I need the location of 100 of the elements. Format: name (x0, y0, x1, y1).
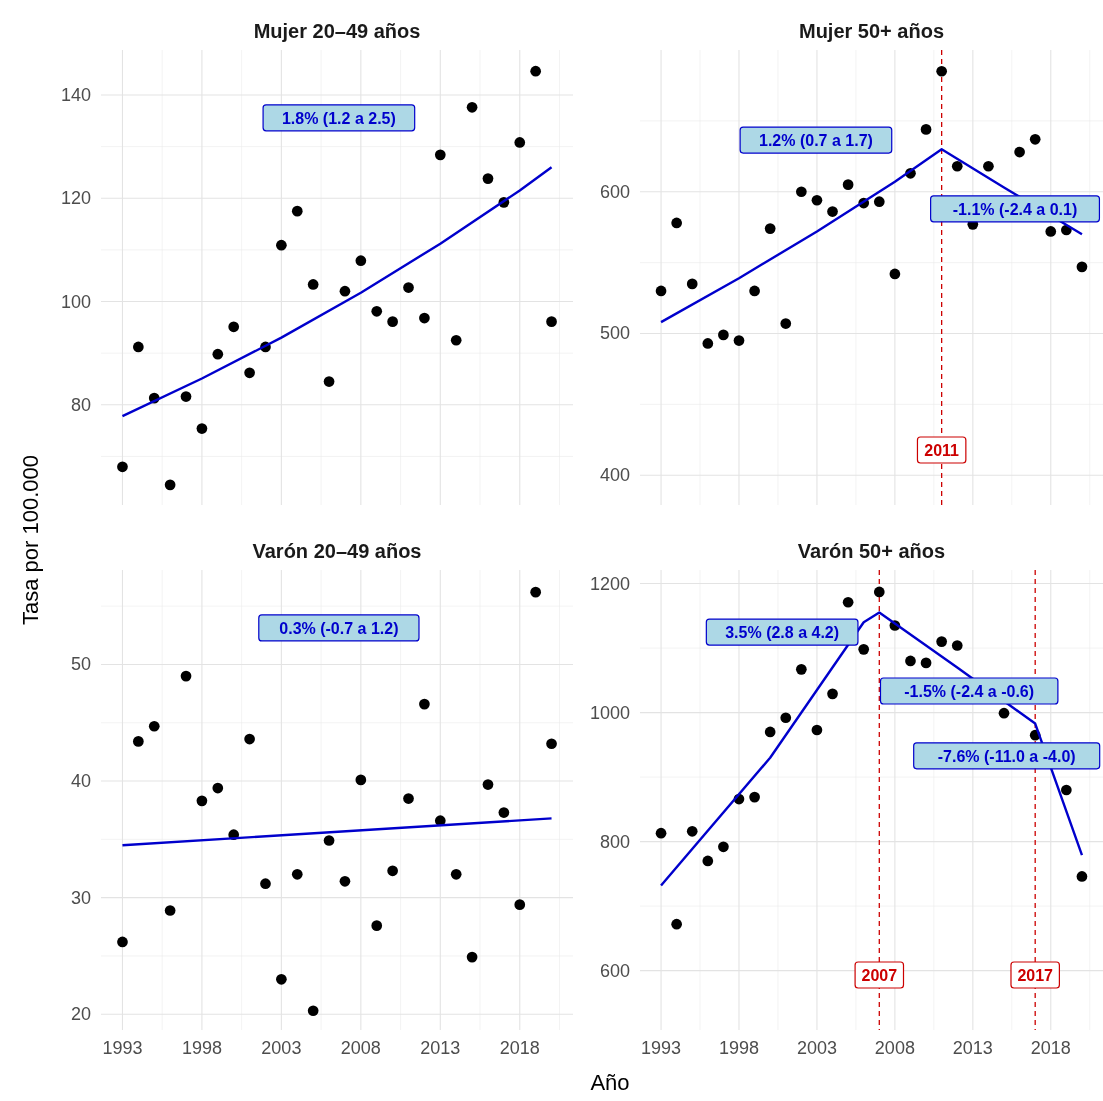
point (718, 841, 729, 853)
y-tick-label: 80 (70, 394, 91, 415)
point (811, 724, 823, 736)
x-tick-label: 1993 (641, 1038, 682, 1058)
point (164, 905, 176, 916)
point (920, 124, 932, 135)
point (671, 217, 682, 229)
point (466, 101, 478, 113)
point (655, 827, 667, 839)
point (355, 774, 367, 786)
y-tick-label: 1000 (589, 702, 630, 723)
point (212, 782, 224, 794)
point (951, 640, 963, 651)
point (212, 348, 224, 360)
point (482, 779, 494, 790)
point (655, 285, 667, 297)
y-tick-label: 140 (60, 84, 91, 105)
chart-title: Mujer 50+ años (798, 20, 945, 42)
point (419, 312, 430, 324)
point (733, 335, 745, 346)
y-tick-label: 600 (599, 181, 630, 202)
x-tick-label: 2013 (420, 1038, 461, 1058)
annotation: 0.3% (-0.7 a 1.2) (279, 619, 399, 637)
point (180, 670, 192, 682)
point (702, 338, 714, 349)
point (419, 698, 430, 710)
x-axis-title: Año (590, 1070, 630, 1095)
y-tick-label: 600 (599, 960, 630, 981)
point (842, 596, 854, 608)
point (530, 586, 542, 598)
point (1061, 784, 1072, 796)
point (291, 868, 303, 880)
ref-line-label: 2011 (924, 442, 960, 459)
point (434, 149, 446, 161)
annotation: 1.2% (0.7 a 1.7) (759, 132, 873, 150)
point (514, 137, 526, 148)
point (403, 282, 414, 293)
annotation: -7.6% (-11.0 a -4.0) (937, 747, 1076, 765)
point (164, 479, 176, 491)
point (514, 899, 526, 910)
point (482, 173, 494, 184)
point (498, 807, 510, 818)
chart-title: Mujer 20–49 años (253, 20, 421, 42)
y-tick-label: 50 (70, 654, 91, 675)
point (355, 255, 367, 267)
point (780, 318, 792, 329)
point (827, 688, 838, 700)
x-tick-label: 2008 (874, 1038, 915, 1058)
y-axis-title: Tasa por 100.000 (18, 454, 43, 626)
point (764, 223, 776, 234)
point (196, 795, 208, 807)
point (291, 205, 303, 217)
y-tick-label: 20 (70, 1004, 91, 1025)
point (307, 279, 319, 290)
chart-title: Varón 50+ años (797, 540, 946, 562)
annotation: 1.8% (1.2 a 2.5) (281, 109, 396, 127)
annotation: -1.5% (-2.4 a -0.6) (904, 682, 1035, 700)
point (718, 329, 729, 341)
point (749, 791, 760, 803)
y-tick-label: 400 (599, 465, 630, 486)
y-tick-label: 40 (70, 771, 91, 792)
annotation: 3.5% (2.8 a 4.2) (725, 624, 840, 642)
point (180, 391, 192, 402)
point (228, 321, 240, 333)
point (764, 726, 776, 738)
point (1014, 146, 1025, 158)
point (998, 707, 1010, 719)
x-tick-label: 2008 (340, 1038, 381, 1058)
point (244, 733, 255, 745)
annotation: -1.1% (-2.4 a 0.1) (952, 200, 1078, 218)
point (905, 655, 916, 667)
point (403, 793, 414, 804)
ref-line-label: 2007 (861, 967, 898, 984)
point (387, 865, 398, 877)
point (796, 664, 807, 675)
point (686, 825, 698, 837)
point (671, 918, 682, 930)
x-tick-label: 1998 (181, 1038, 222, 1058)
point (889, 268, 901, 280)
ref-line-label: 2017 (1017, 967, 1054, 984)
point (117, 936, 128, 948)
point (323, 376, 335, 387)
point (983, 160, 994, 172)
point (546, 316, 557, 327)
point (276, 239, 287, 251)
x-tick-label: 2018 (1030, 1038, 1071, 1058)
point (749, 285, 760, 297)
point (371, 920, 383, 931)
point (936, 636, 947, 647)
x-tick-label: 2003 (261, 1038, 302, 1058)
point (244, 367, 255, 379)
point (1045, 226, 1057, 237)
point (530, 65, 542, 77)
point (546, 738, 557, 750)
point (450, 868, 462, 880)
x-tick-label: 2003 (796, 1038, 837, 1058)
point (276, 973, 287, 985)
point (339, 285, 351, 297)
point (148, 720, 160, 732)
point (811, 194, 823, 206)
